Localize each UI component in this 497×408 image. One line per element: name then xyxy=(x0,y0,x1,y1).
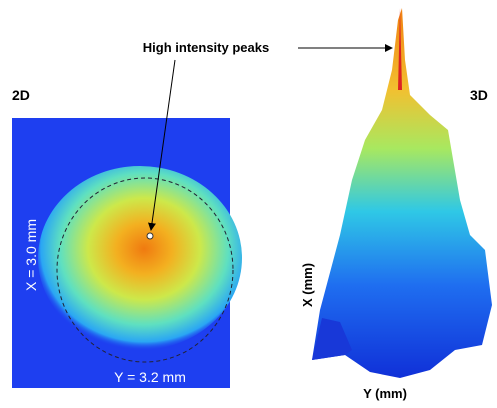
y-axis-label: Y (mm) xyxy=(363,386,407,401)
panel-2d-title: 2D xyxy=(12,87,30,103)
y-dimension-label: Y = 3.2 mm xyxy=(114,369,186,385)
intensity-map xyxy=(38,166,242,350)
x-axis-label: X (mm) xyxy=(300,263,315,307)
surface-edge xyxy=(312,318,352,360)
boundary-ellipse xyxy=(56,177,234,363)
surface-3d xyxy=(312,8,492,378)
panel-3d-title: 3D xyxy=(470,87,488,103)
annotation-label: High intensity peaks xyxy=(143,40,269,55)
annotation-arrow-2d xyxy=(148,59,176,231)
peak-spike xyxy=(398,8,402,90)
x-dimension-label: X = 3.0 mm xyxy=(23,219,39,291)
peak-spot xyxy=(146,232,154,240)
